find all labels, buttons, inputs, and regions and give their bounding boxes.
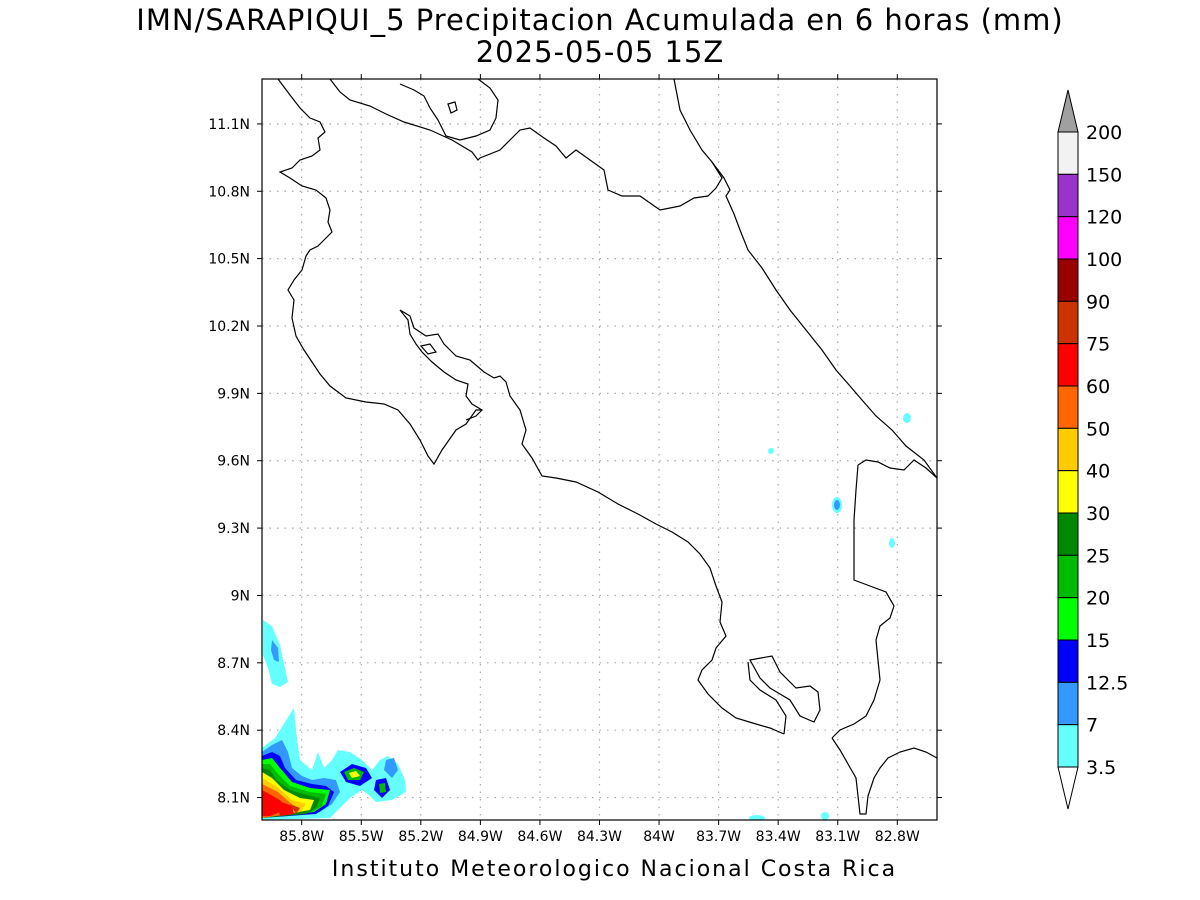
lat-tick-label: 8.1N [217,791,250,807]
colorbar-label: 100 [1086,249,1122,271]
colorbar-label: 50 [1086,418,1110,440]
colorbar-label: 12.5 [1086,672,1128,694]
colorbar-swatch [1057,470,1079,514]
colorbar-label: 30 [1086,503,1110,525]
colorbar-label: 40 [1086,461,1110,483]
lon-tick-label: 84.3W [577,829,622,845]
lat-tick-label: 10.2N [208,319,250,335]
colorbar-bottom-arrow [1057,766,1079,810]
lon-tick-label: 83.7W [696,829,741,845]
colorbar-swatch [1057,173,1079,218]
map-title: IMN/SARAPIQUI_5 Precipitacion Acumulada … [136,3,1064,37]
colorbar-label: 3.5 [1086,757,1116,779]
lon-tick-label: 83.1W [815,829,860,845]
colorbar-swatch [1057,639,1079,683]
colorbar-label: 200 [1086,122,1122,144]
colorbar-label: 7 [1086,715,1098,737]
map-subtitle: 2025-05-05 15Z [475,35,725,69]
colorbar-swatch [1057,131,1079,175]
lat-tick-label: 9N [231,588,250,604]
lat-tick-label: 9.6N [217,454,250,470]
lat-tick-label: 8.7N [217,656,250,672]
lon-tick-label: 85.8W [279,829,324,845]
lon-tick-label: 84.9W [458,829,503,845]
map-axes: 11.1N 10.8N 10.5N 10.2N 9.9N 9.6N 9.3N 9N 8.7N 8.… [208,74,942,845]
lat-tick-label: 8.4N [217,723,250,739]
colorbar-top-arrow [1057,89,1079,133]
lat-tick-label: 10.5N [208,252,250,268]
lon-tick-label: 84W [643,829,675,845]
colorbar-label: 60 [1086,376,1110,398]
lon-tick-label: 84.6W [517,829,562,845]
colorbar-label: 15 [1086,630,1110,652]
plot-frame [261,78,938,821]
credit-text: Instituto Meteorologico Nacional Costa R… [331,857,898,882]
map-grid [262,79,937,820]
colorbar-label: 120 [1086,207,1122,229]
lon-tick-label: 85.2W [398,829,443,845]
colorbar-swatch [1057,216,1079,260]
colorbar-label: 20 [1086,588,1110,610]
colorbar-swatch [1057,300,1079,345]
lat-tick-label: 10.8N [208,184,250,200]
colorbar-swatch [1057,597,1079,641]
precipitation-contours [262,413,911,820]
colorbar-swatch [1057,427,1079,472]
colorbar-legend: 200 150 120 100 90 75 60 50 40 30 25 20 15 12.5 7 3.5 [1057,89,1128,810]
colorbar-label: 75 [1086,334,1110,356]
colorbar-label: 25 [1086,545,1110,567]
lat-tick-label: 11.1N [208,117,250,133]
colorbar-swatch [1057,724,1079,768]
coastline [277,79,937,815]
lat-tick-label: 9.3N [217,521,250,537]
lat-tick-label: 9.9N [217,386,250,402]
colorbar-label: 150 [1086,164,1122,186]
colorbar-swatch [1057,385,1079,429]
colorbar-label: 90 [1086,291,1110,313]
lon-tick-label: 83.4W [756,829,801,845]
colorbar-swatch [1057,681,1079,726]
lon-tick-label: 85.5W [339,829,384,845]
colorbar-swatch [1057,343,1079,387]
colorbar-swatch [1057,554,1079,599]
colorbar-swatch [1057,258,1079,302]
colorbar-swatch [1057,512,1079,556]
lon-tick-label: 82.8W [875,829,920,845]
